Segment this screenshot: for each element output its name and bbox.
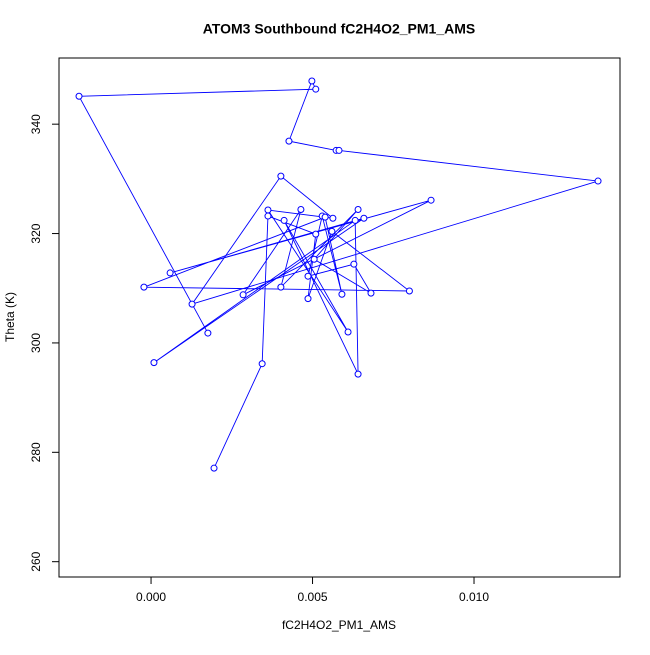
data-point [304, 295, 312, 303]
data-point [360, 214, 368, 222]
data-point [427, 196, 435, 204]
data-point [328, 227, 336, 235]
data-point [277, 283, 285, 291]
y-tick-label: 300 [29, 333, 43, 353]
data-point [312, 230, 320, 238]
data-point [166, 269, 174, 277]
data-point [354, 370, 362, 378]
data-point [239, 291, 247, 299]
data-point [312, 85, 320, 93]
chart-title: ATOM3 Southbound fC2H4O2_PM1_AMS [203, 21, 476, 37]
y-tick-label: 260 [29, 551, 43, 571]
data-point [308, 77, 316, 85]
data-point [297, 205, 305, 213]
data-point [188, 300, 196, 308]
data-point [277, 172, 285, 180]
x-tick-label: 0.010 [459, 590, 489, 604]
data-point [140, 283, 148, 291]
y-tick-label: 280 [29, 442, 43, 462]
x-tick-label: 0.000 [136, 590, 166, 604]
data-point [150, 359, 158, 367]
y-tick-label: 340 [29, 114, 43, 134]
data-point [335, 146, 343, 154]
data-point [75, 92, 83, 100]
plot-frame [58, 57, 621, 578]
data-point [304, 272, 312, 280]
x-axis-label: fC2H4O2_PM1_AMS [282, 618, 396, 632]
data-point [264, 212, 272, 220]
data-point [310, 255, 318, 263]
data-point [338, 290, 346, 298]
data-point [354, 205, 362, 213]
data-point [594, 177, 602, 185]
data-point [264, 206, 272, 214]
x-tick-label: 0.005 [298, 590, 328, 604]
data-point [280, 216, 288, 224]
data-point [210, 464, 218, 472]
data-point [329, 214, 337, 222]
data-point [351, 216, 359, 224]
y-axis-label: Theta (K) [3, 292, 17, 342]
data-point [204, 329, 212, 337]
data-point [321, 213, 329, 221]
data-point [405, 287, 413, 295]
data-point [350, 260, 358, 268]
data-point [285, 137, 293, 145]
data-point [367, 289, 375, 297]
data-point [258, 360, 266, 368]
y-tick-label: 320 [29, 223, 43, 243]
data-point [344, 328, 352, 336]
